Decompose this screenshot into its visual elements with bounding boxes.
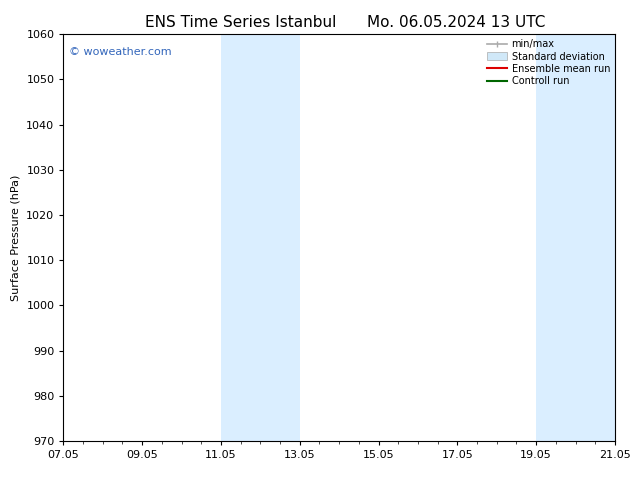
Bar	[221, 34, 261, 441]
Y-axis label: Surface Pressure (hPa): Surface Pressure (hPa)	[11, 174, 21, 301]
Bar	[536, 34, 576, 441]
Legend: min/max, Standard deviation, Ensemble mean run, Controll run: min/max, Standard deviation, Ensemble me…	[486, 37, 612, 88]
Text: Mo. 06.05.2024 13 UTC: Mo. 06.05.2024 13 UTC	[367, 15, 546, 30]
Text: ENS Time Series Istanbul: ENS Time Series Istanbul	[145, 15, 337, 30]
Text: © woweather.com: © woweather.com	[69, 47, 172, 56]
Bar	[576, 34, 615, 441]
Bar	[261, 34, 300, 441]
